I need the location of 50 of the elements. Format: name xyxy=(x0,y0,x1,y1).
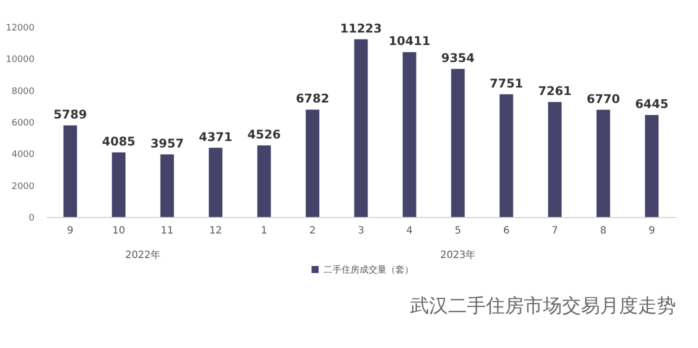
bar xyxy=(500,94,514,217)
bar xyxy=(306,110,320,217)
bar xyxy=(63,125,78,217)
data-label: 10411 xyxy=(388,34,430,48)
y-tick-label: 10000 xyxy=(6,55,35,66)
bar xyxy=(402,52,416,217)
y-tick-label: 4000 xyxy=(12,150,35,160)
y-tick-label: 12000 xyxy=(6,24,35,34)
legend-label: 二手住房成交量（套） xyxy=(324,264,414,276)
data-label: 4371 xyxy=(198,130,232,144)
bar xyxy=(548,102,562,217)
bar xyxy=(160,154,174,217)
bar xyxy=(451,68,465,217)
data-label: 7261 xyxy=(538,84,572,98)
y-tick-label: 8000 xyxy=(12,86,35,97)
bar xyxy=(644,114,659,217)
bar xyxy=(354,39,368,217)
y-tick-label: 2000 xyxy=(12,182,35,192)
x-tick-label: 11 xyxy=(160,226,174,236)
x-tick-label: 12 xyxy=(209,226,222,236)
y-tick-label: 6000 xyxy=(12,118,35,128)
bar xyxy=(112,152,126,217)
x-tick-label: 6 xyxy=(503,226,510,236)
data-label: 9354 xyxy=(441,50,475,65)
text: 武汉二手住房市场交易月度走势 xyxy=(410,295,676,317)
x-tick-label: 3 xyxy=(358,226,364,236)
data-label: 6782 xyxy=(296,92,330,106)
data-label: 4526 xyxy=(247,127,281,142)
data-label: 3957 xyxy=(150,136,184,150)
y-tick-label: 0 xyxy=(28,214,35,224)
data-label: 6770 xyxy=(586,92,620,106)
data-label: 5789 xyxy=(54,107,87,122)
data-label: 6445 xyxy=(635,96,668,111)
bar xyxy=(257,145,271,217)
bar xyxy=(596,110,610,217)
x-tick-label: 4 xyxy=(406,226,413,236)
x-tick-label: 2 xyxy=(309,226,316,236)
data-label: 4085 xyxy=(102,134,136,148)
x-tick-label: 5 xyxy=(454,226,462,236)
data-label: 7751 xyxy=(490,76,524,90)
text: 2023年 xyxy=(440,249,476,261)
x-tick-label: 9 xyxy=(67,226,74,236)
bar xyxy=(208,148,222,217)
x-tick-label: 10 xyxy=(112,226,126,236)
data-label: 11223 xyxy=(340,21,382,36)
x-tick-label: 7 xyxy=(552,226,558,236)
x-tick-label: 8 xyxy=(600,226,606,236)
text: 2022年 xyxy=(125,249,161,261)
x-tick-label: 9 xyxy=(648,226,655,236)
x-tick-label: 1 xyxy=(260,226,268,236)
